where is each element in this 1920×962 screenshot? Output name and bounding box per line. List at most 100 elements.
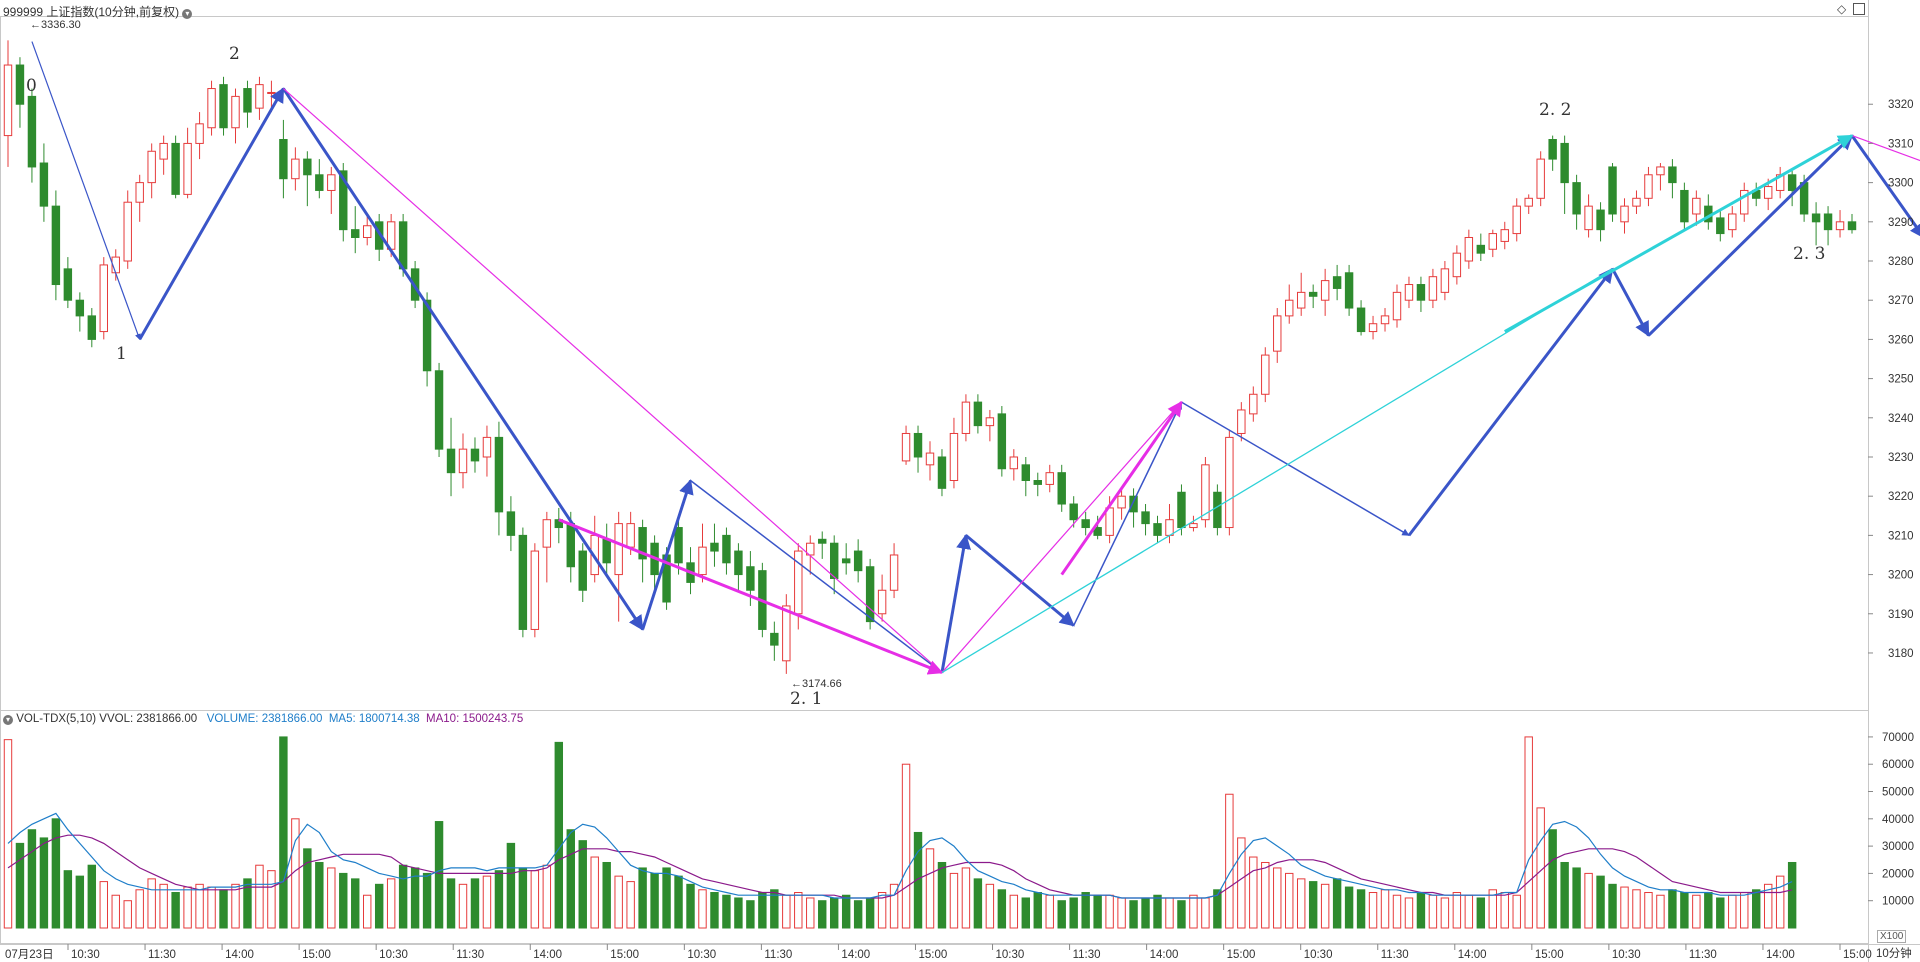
volume-bar	[566, 829, 575, 929]
chevron-down-icon[interactable]: ▾	[182, 9, 193, 19]
volume-bar	[207, 886, 216, 929]
volume-bar	[147, 878, 156, 929]
volume-bar	[1524, 736, 1533, 929]
volume-bar	[590, 856, 599, 929]
volume-bar	[1740, 892, 1749, 929]
volume-bar	[614, 875, 623, 929]
period-button[interactable]: 10分钟	[1876, 948, 1912, 960]
candle-body	[818, 538, 827, 544]
wave-line	[1060, 400, 1183, 576]
wave-label-1: 1	[116, 344, 127, 364]
candle-body	[1740, 189, 1749, 215]
price-tick-label: 3180	[1888, 648, 1914, 660]
candle-body	[566, 523, 575, 568]
candle-body	[1500, 229, 1509, 242]
volume-bar	[135, 889, 144, 929]
candle-body	[1488, 233, 1497, 250]
candle-body	[147, 150, 156, 184]
time-tick-label: 15:00	[918, 949, 947, 961]
candle-body	[1356, 307, 1366, 333]
wave-line	[558, 518, 944, 675]
candle-body	[243, 88, 252, 113]
volume-bar	[1512, 894, 1521, 929]
candle-body	[925, 452, 935, 466]
volume-bar	[1680, 892, 1689, 929]
candle-body	[3, 64, 13, 137]
candle-body	[1153, 523, 1162, 536]
volume-bar	[398, 864, 408, 929]
volume-bar	[1584, 872, 1593, 929]
volume-bar	[1632, 889, 1641, 929]
time-tick-label: 10:30	[1304, 949, 1333, 961]
candle-body	[770, 632, 779, 646]
indicator-name: VOL-TDX(5,10)	[16, 713, 97, 725]
candle-body	[602, 538, 611, 564]
volume-bar	[889, 883, 899, 929]
time-tick-label: 10:30	[1612, 949, 1641, 961]
volume-bar	[482, 875, 492, 929]
wave-line	[941, 268, 1613, 674]
candle-body	[1332, 276, 1342, 289]
candle-body	[722, 534, 731, 564]
candle-body	[1835, 221, 1845, 231]
volume-bar	[63, 870, 73, 929]
volume-bar	[183, 886, 192, 929]
volume-bar	[339, 872, 348, 929]
volume-bar	[1775, 875, 1785, 929]
volume-bar	[1380, 889, 1390, 929]
price-tick-label: 3320	[1888, 99, 1914, 111]
candle-body	[123, 201, 132, 262]
candle-body	[949, 432, 959, 482]
candle-body	[877, 589, 887, 615]
volume-bar	[794, 892, 803, 929]
candle-body	[1033, 480, 1042, 485]
volume-bar	[518, 867, 528, 929]
volume-bar	[1129, 900, 1138, 929]
candle-body	[1057, 472, 1066, 505]
volume-bar	[1572, 867, 1581, 929]
candle-body	[853, 550, 863, 572]
volume-bar	[1261, 861, 1270, 929]
volume-bar	[231, 883, 240, 929]
volume-bar	[997, 889, 1007, 929]
time-tick-label: 10:30	[71, 949, 100, 961]
candle-body	[1261, 354, 1270, 395]
ma5-value: MA5: 1800714.38	[328, 713, 420, 725]
volume-bar	[554, 741, 564, 929]
wave-line	[941, 401, 1182, 673]
wave-line	[641, 479, 694, 630]
candle-body	[458, 448, 468, 474]
candle-body	[1009, 456, 1019, 470]
ma10-value: MA10: 1500243.75	[426, 713, 524, 725]
time-tick-label: 15:00	[1843, 949, 1872, 961]
diamond-icon[interactable]: ◇	[1837, 2, 1847, 16]
candle-body	[698, 546, 707, 576]
volume-bar	[949, 872, 959, 929]
price-tick-label: 3250	[1888, 374, 1914, 386]
volume-bar	[1596, 875, 1605, 929]
volume-bar	[1500, 892, 1509, 929]
candle-body	[1811, 213, 1821, 223]
candle-body	[578, 550, 587, 591]
volume-bar	[1105, 894, 1114, 929]
chevron-down-icon[interactable]: ▾	[3, 715, 13, 725]
candle-body	[901, 432, 911, 462]
volume-bar	[1787, 861, 1797, 929]
volume-bar	[1464, 894, 1474, 929]
volume-bar	[1296, 878, 1306, 929]
candle-body	[1380, 315, 1390, 325]
candle-body	[1081, 519, 1090, 529]
low-price-label: ←3174.66	[791, 678, 842, 690]
time-tick-label: 15:00	[610, 949, 639, 961]
symbol-code: 999999	[3, 5, 44, 19]
volume-bar	[602, 861, 611, 929]
high-price-label: ←3336.30	[30, 19, 81, 31]
wave-label-2-3: 2. 3	[1793, 244, 1826, 264]
volume-bar	[494, 870, 504, 929]
wave-line	[282, 87, 644, 631]
panel-toggle-icon[interactable]	[1853, 3, 1865, 15]
volume-bar	[386, 878, 396, 929]
wave-line	[1851, 135, 1920, 162]
price-tick-label: 3200	[1888, 570, 1914, 582]
